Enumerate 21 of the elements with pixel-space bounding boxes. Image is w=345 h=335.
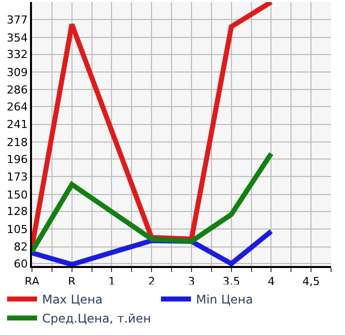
y-tick-label: 309 <box>6 66 28 79</box>
legend-label: Max Цена <box>42 292 103 307</box>
legend-label: Min Цена <box>196 292 253 307</box>
y-tick-label: 82 <box>14 240 28 254</box>
x-tick-label: R <box>68 275 76 288</box>
y-tick-label: 332 <box>6 48 28 62</box>
y-tick-label: 377 <box>6 14 28 27</box>
legend-label: Сред.Цена, т.йен <box>42 312 151 326</box>
y-tick-label: 354 <box>6 31 28 44</box>
y-tick-label: 218 <box>6 136 28 149</box>
y-tick-label: 60 <box>14 258 28 271</box>
y-tick-label: 196 <box>6 152 28 166</box>
x-tick-label: 4,5 <box>302 275 320 288</box>
y-tick-label: 128 <box>6 205 28 218</box>
y-tick-label: 105 <box>6 222 28 236</box>
y-tick-label: 286 <box>6 84 28 97</box>
y-tick-label: 150 <box>6 188 28 202</box>
y-tick-label: 264 <box>6 100 28 114</box>
y-tick-label: 241 <box>6 118 28 132</box>
x-tick-label: 4 <box>268 275 275 288</box>
y-tick-label: 173 <box>6 170 28 184</box>
